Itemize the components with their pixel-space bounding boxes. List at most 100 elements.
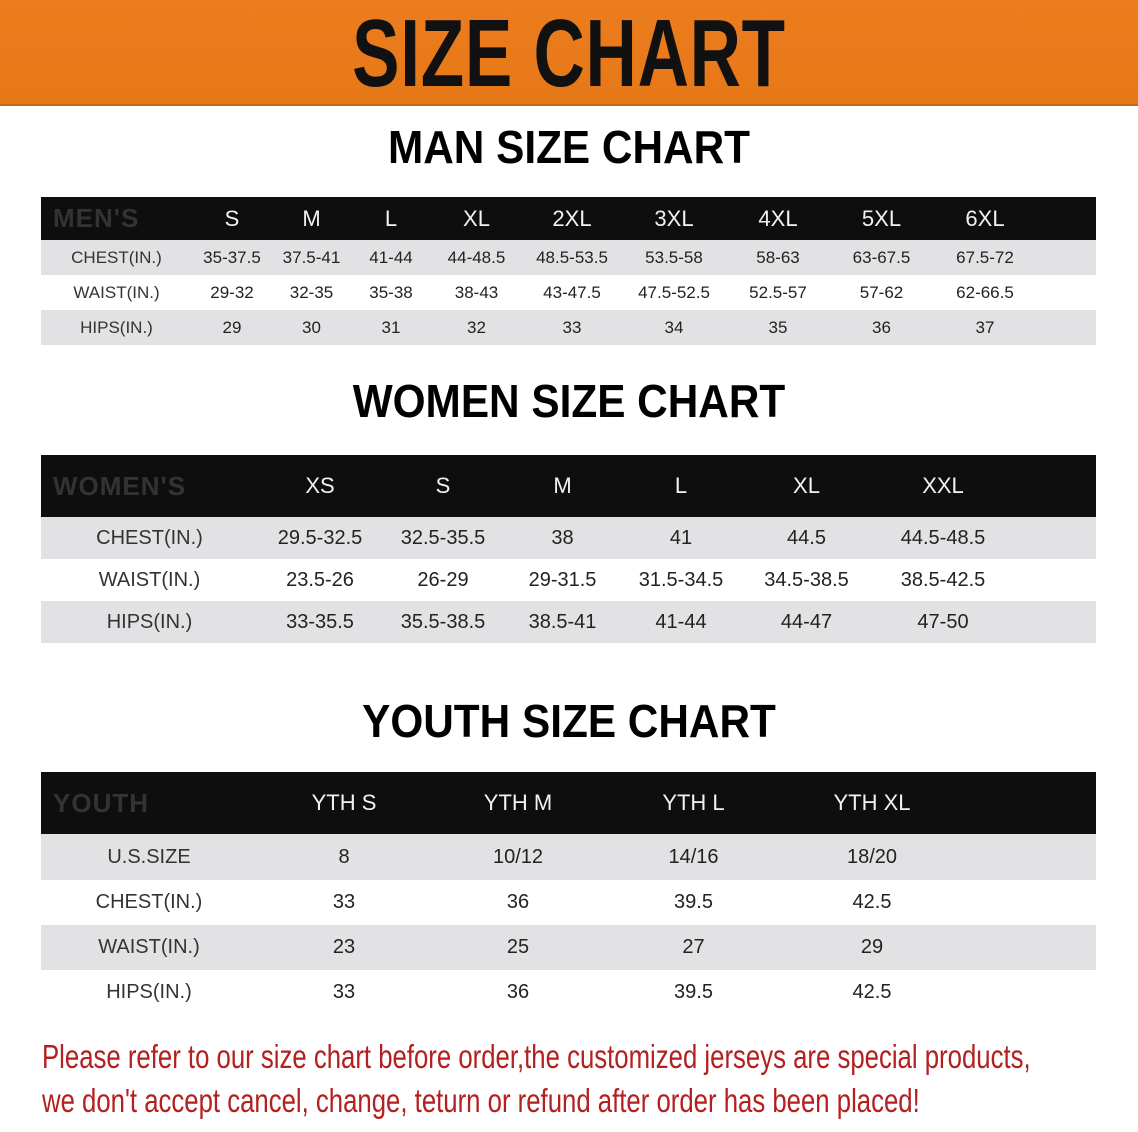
table-cell: 33-35.5 <box>286 610 354 633</box>
table-cell: 29.5-32.5 <box>277 526 363 549</box>
size-header-cell: YTH M <box>483 790 553 815</box>
table-cell: 33 <box>332 891 356 913</box>
table-cell: 18/20 <box>846 845 898 868</box>
table-cell: 43-47.5 <box>543 282 601 302</box>
table-cell: 47-50 <box>917 610 969 633</box>
size-header-cell: YTH XL <box>833 790 911 815</box>
size-header-cell: XS <box>305 473 335 498</box>
table-cell: 14/16 <box>668 845 719 868</box>
table-cell: 34.5-38.5 <box>764 568 849 591</box>
table-cell: 42.5 <box>852 891 892 913</box>
size-header-cell: 2XL <box>552 205 592 231</box>
table-cell: 23.5-26 <box>286 568 354 591</box>
table-header-row: YOUTH YTH S YTH M YTH L YTH XL <box>41 772 1096 834</box>
table-cell: 52.5-57 <box>749 282 807 302</box>
men-section-title: MAN SIZE CHART <box>387 121 751 173</box>
table-row: U.S.SIZE 8 10/12 14/16 18/20 <box>41 834 1096 880</box>
table-title-cell: WOMEN'S <box>53 470 187 501</box>
table-row: HIPS(IN.) 29 30 31 32 33 34 35 36 37 <box>41 310 1096 345</box>
size-header-cell: L <box>384 205 398 231</box>
table-cell: 23 <box>332 936 356 958</box>
table-row: CHEST(IN.) 35-37.5 37.5-41 41-44 44-48.5 48.5… <box>41 240 1096 275</box>
table-cell: 53.5-58 <box>645 247 703 267</box>
size-header-cell: XXL <box>922 473 964 498</box>
table-cell: 48.5-53.5 <box>536 247 608 267</box>
table-row: HIPS(IN.) 33 36 39.5 42.5 <box>41 970 1096 1015</box>
size-header-cell: 4XL <box>758 205 798 231</box>
table-cell: 38-43 <box>454 282 499 302</box>
table-cell: 47.5-52.5 <box>638 282 710 302</box>
table-cell: 44.5 <box>787 526 826 549</box>
table-cell: 29-31.5 <box>528 568 597 591</box>
table-row: CHEST(IN.) 33 36 39.5 42.5 <box>41 880 1096 925</box>
table-cell: 32 <box>467 317 486 337</box>
table-cell: 35-38 <box>369 282 413 302</box>
youth-size-table: YOUTH YTH S YTH M YTH L YTH XL U.S.SIZE 8 10/12… <box>41 772 1096 1015</box>
size-chart-banner: SIZE CHART <box>0 0 1138 106</box>
size-header-cell: YTH S <box>311 790 377 815</box>
table-cell: 31 <box>381 317 401 337</box>
table-title-cell: YOUTH <box>53 787 149 818</box>
table-cell: 67.5-72 <box>956 247 1014 267</box>
measurement-label: HIPS(IN.) <box>106 610 193 633</box>
size-header-cell: 6XL <box>965 205 1005 231</box>
table-cell: 41-44 <box>369 247 413 267</box>
table-cell: 26-29 <box>417 568 469 591</box>
notice-line-2: we don't accept cancel, change, teturn o… <box>42 1082 920 1119</box>
table-cell: 31.5-34.5 <box>638 568 724 591</box>
size-header-cell: 5XL <box>861 205 902 231</box>
measurement-label: HIPS(IN.) <box>106 981 192 1003</box>
table-cell: 38.5-42.5 <box>900 568 986 591</box>
table-cell: 35.5-38.5 <box>400 610 486 633</box>
measurement-label: WAIST(IN.) <box>98 936 200 958</box>
notice-line-1: Please refer to our size chart before or… <box>42 1038 1031 1075</box>
measurement-label: CHEST(IN.) <box>71 247 162 267</box>
measurement-label: WAIST(IN.) <box>73 282 160 302</box>
size-header-cell: YTH L <box>662 790 725 815</box>
table-header-row: WOMEN'S XS S M L XL XXL <box>41 455 1096 517</box>
table-cell: 57-62 <box>859 282 904 302</box>
table-row: WAIST(IN.) 29-32 32-35 35-38 38-43 43-47.5 47.… <box>41 275 1096 310</box>
size-header-cell: M <box>302 205 321 231</box>
men-size-table: MEN'S S M L XL 2XL 3XL 4XL 5XL 6XL CHEST(IN.) 35-37… <box>41 197 1096 345</box>
youth-section-title: YOUTH SIZE CHART <box>362 695 776 747</box>
size-header-cell: 3XL <box>654 205 694 231</box>
table-cell: 41-44 <box>655 610 707 633</box>
table-cell: 36 <box>506 981 530 1003</box>
table-cell: 63-67.5 <box>852 247 911 267</box>
table-cell: 29 <box>860 936 884 958</box>
table-cell: 25 <box>506 936 530 958</box>
size-header-cell: XL <box>793 473 820 498</box>
table-cell: 62-66.5 <box>956 282 1014 302</box>
table-cell: 39.5 <box>674 891 713 913</box>
measurement-label: U.S.SIZE <box>107 845 191 868</box>
table-cell: 42.5 <box>852 981 892 1003</box>
table-row: CHEST(IN.) 29.5-32.5 32.5-35.5 38 41 44.5 44.5… <box>41 517 1096 559</box>
table-cell: 38 <box>551 526 574 549</box>
table-cell: 32.5-35.5 <box>400 526 486 549</box>
table-cell: 29-32 <box>210 282 254 302</box>
table-cell: 36 <box>872 317 891 337</box>
table-cell: 44-47 <box>780 610 833 633</box>
size-header-cell: S <box>435 473 451 498</box>
table-cell: 27 <box>682 936 705 958</box>
table-cell: 44-48.5 <box>447 247 506 267</box>
banner-title: SIZE CHART <box>352 0 786 107</box>
size-header-cell: S <box>224 205 240 231</box>
table-cell: 44.5-48.5 <box>900 526 986 549</box>
table-cell: 39.5 <box>674 981 713 1003</box>
women-section-title: WOMEN SIZE CHART <box>352 375 786 427</box>
women-size-table: WOMEN'S XS S M L XL XXL CHEST(IN.) 29.5-32.5 32.5… <box>41 455 1096 643</box>
size-header-cell: XL <box>463 205 490 231</box>
table-cell: 36 <box>506 891 530 913</box>
table-cell: 10/12 <box>492 845 544 868</box>
table-title-cell: MEN'S <box>53 203 140 233</box>
table-cell: 30 <box>302 317 321 337</box>
table-row: WAIST(IN.) 23 25 27 29 <box>41 925 1096 970</box>
table-cell: 8 <box>338 845 350 868</box>
measurement-label: CHEST(IN.) <box>96 526 203 549</box>
measurement-label: WAIST(IN.) <box>98 568 201 591</box>
table-row: HIPS(IN.) 33-35.5 35.5-38.5 38.5-41 41-44 44-… <box>41 601 1096 643</box>
size-header-cell: L <box>674 473 688 498</box>
table-cell: 41 <box>669 526 693 549</box>
